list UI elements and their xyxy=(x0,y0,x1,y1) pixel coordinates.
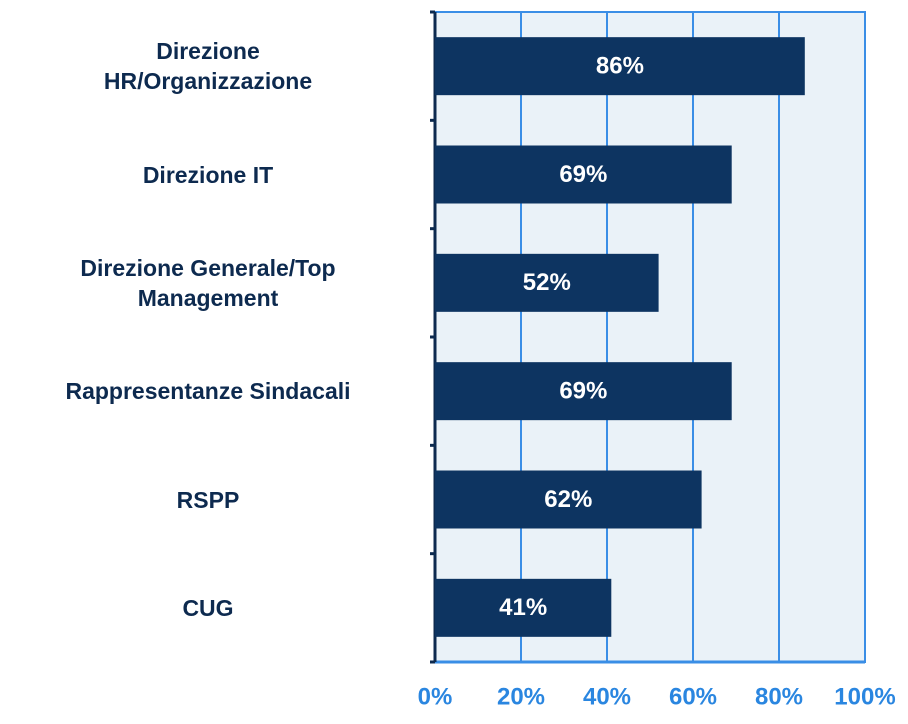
data-label: 69% xyxy=(559,378,607,405)
y-tick-label: Rappresentanze Sindacali xyxy=(65,378,351,405)
bar xyxy=(435,253,659,312)
bar xyxy=(435,362,732,421)
data-label: 41% xyxy=(499,594,547,621)
y-tick-label: Direzione IT xyxy=(142,161,274,188)
data-label: 69% xyxy=(559,161,607,188)
x-tick-label: 60% xyxy=(669,683,717,710)
bar xyxy=(435,37,805,96)
y-tick-label: Direzione HR/Organizzazione xyxy=(103,38,313,95)
x-tick-label: 40% xyxy=(583,683,631,710)
y-tick-label: Direzione Generale/Top Management xyxy=(80,254,336,311)
x-tick-label: 80% xyxy=(755,683,803,710)
data-label: 62% xyxy=(544,486,592,513)
data-label: 52% xyxy=(523,269,571,296)
y-tick-label: RSPP xyxy=(176,486,240,513)
bar xyxy=(435,578,612,637)
bar xyxy=(435,470,702,529)
x-tick-label: 100% xyxy=(834,683,895,710)
y-tick-label: CUG xyxy=(182,594,234,621)
plot-background xyxy=(434,11,866,663)
x-tick-label: 0% xyxy=(418,683,453,710)
bar xyxy=(435,145,732,204)
data-label: 86% xyxy=(596,53,644,80)
x-tick-label: 20% xyxy=(497,683,545,710)
